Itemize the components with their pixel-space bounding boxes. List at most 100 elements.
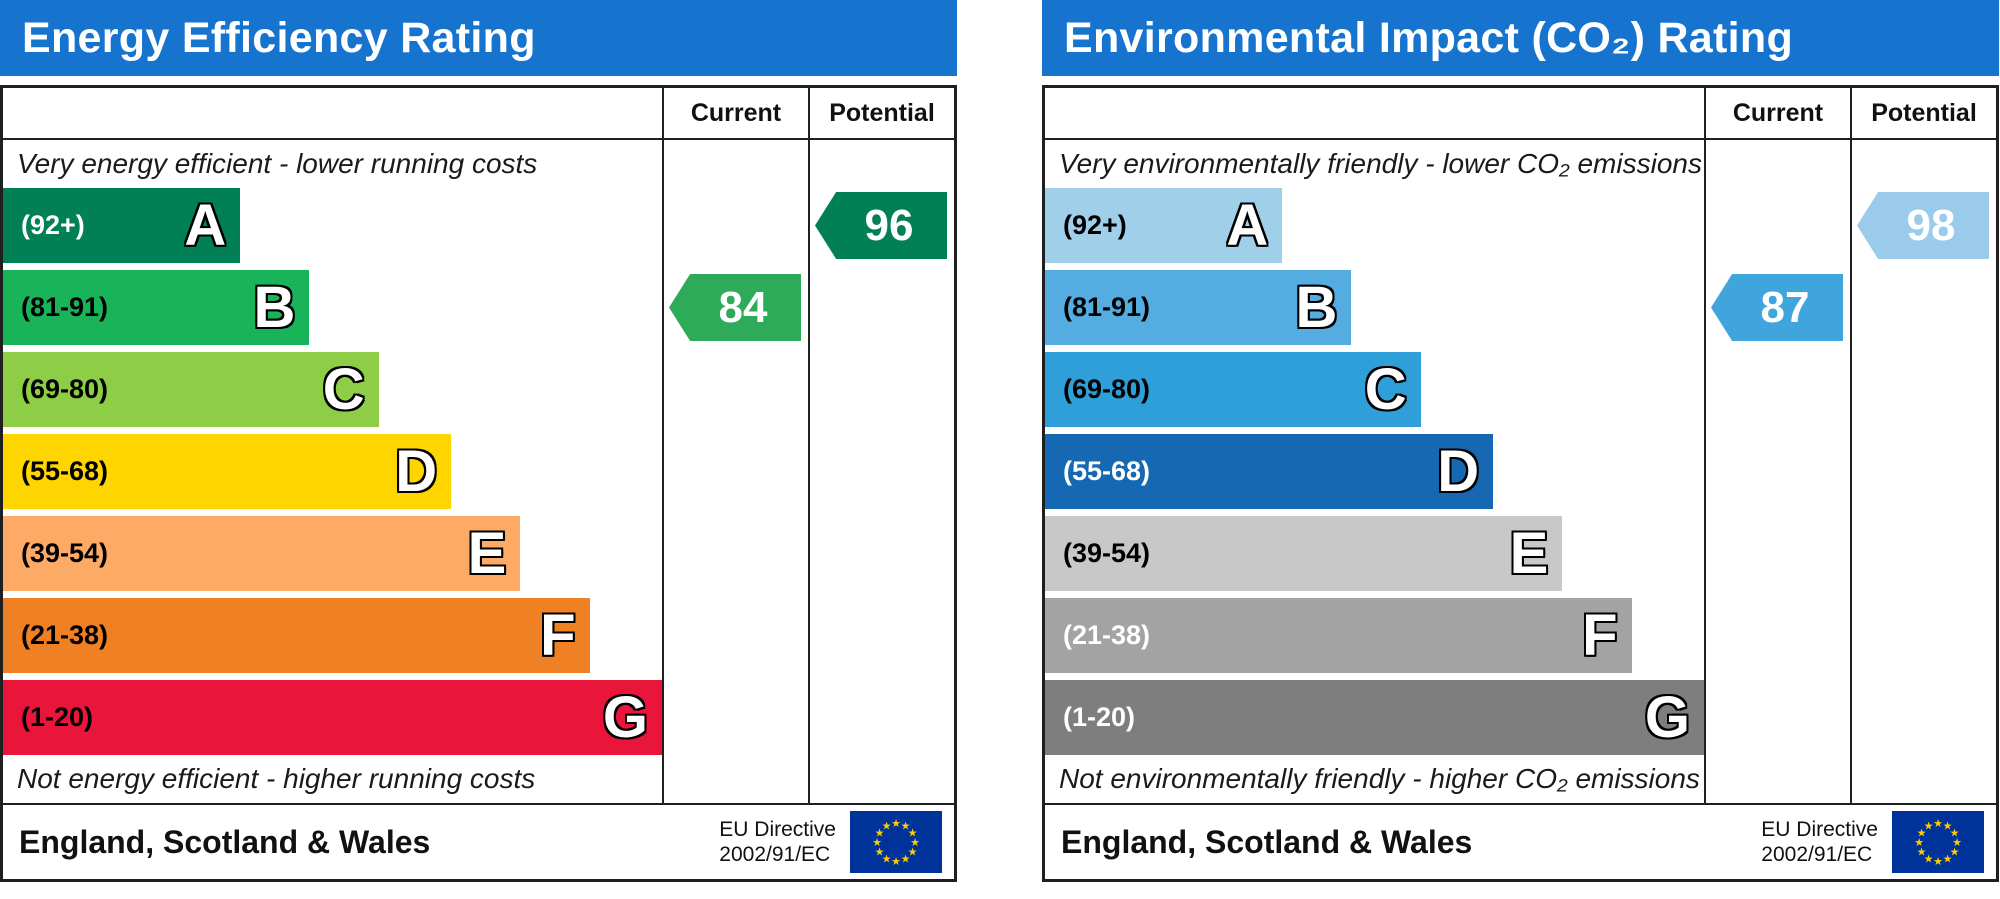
band-range-label: (21-38) <box>1063 620 1151 650</box>
table-footer: England, Scotland & Wales EU Directive 2… <box>3 803 954 879</box>
band-range-label: (1-20) <box>21 702 94 732</box>
potential-column: 98 <box>1850 140 1996 803</box>
svg-text:★: ★ <box>1943 853 1953 866</box>
eu-directive-label: EU Directive 2002/91/EC <box>1761 817 1878 866</box>
band-range-label: (81-91) <box>1063 292 1151 322</box>
potential-column-header: Potential <box>808 88 954 140</box>
band-letter: E <box>1509 520 1549 586</box>
svg-text:★: ★ <box>891 817 901 830</box>
band-letter: C <box>1364 356 1407 422</box>
eu-flag-icon: ★ ★★★★★★★★★★★ <box>1892 811 1984 873</box>
band-range-label: (81-91) <box>21 292 109 322</box>
region-label: England, Scotland & Wales <box>19 823 431 860</box>
environmental-impact-panel: Environmental Impact (CO₂) Rating Curren… <box>1042 0 1999 882</box>
band-e: (39-54) E <box>1045 516 1563 591</box>
band-letter: C <box>322 356 365 422</box>
energy-efficiency-table: Current Potential Very energy efficient … <box>0 85 957 882</box>
band-g: (1-20) G <box>1045 680 1704 755</box>
svg-text:★: ★ <box>891 855 901 868</box>
eu-directive-label: EU Directive 2002/91/EC <box>719 817 836 866</box>
svg-text:★: ★ <box>908 846 918 859</box>
band-letter: F <box>540 602 576 668</box>
svg-text:★: ★ <box>1933 817 1943 830</box>
band-letter: F <box>1582 602 1618 668</box>
svg-text:★: ★ <box>1924 820 1934 833</box>
band-a: (92+) A <box>3 188 241 263</box>
band-f: (21-38) F <box>1045 598 1632 673</box>
energy-efficiency-header: Energy Efficiency Rating <box>0 0 957 76</box>
current-rating-value: 87 <box>1760 282 1810 332</box>
band-range-label: (69-80) <box>21 374 109 404</box>
svg-text:★: ★ <box>901 853 911 866</box>
potential-column: 96 <box>808 140 954 803</box>
svg-text:★: ★ <box>1924 853 1934 866</box>
band-range-label: (39-54) <box>21 538 109 568</box>
svg-text:★: ★ <box>882 853 892 866</box>
band-c: (69-80) C <box>1045 352 1421 427</box>
current-column: 84 <box>662 140 808 803</box>
bands: (92+) A (81-91) B (69-80) C (55-68) D (39-54) E (2… <box>1045 188 1704 755</box>
band-b: (81-91) B <box>3 270 310 345</box>
table-corner-cell <box>3 88 662 140</box>
rating-scale-area: Very environmentally friendly - lower CO… <box>1045 140 1704 803</box>
rating-scale-area: Very energy efficient - lower running co… <box>3 140 662 803</box>
environmental-impact-title: Environmental Impact (CO₂) Rating <box>1064 13 1794 62</box>
svg-text:★: ★ <box>910 836 920 849</box>
band-range-label: (92+) <box>1063 210 1127 240</box>
svg-text:★: ★ <box>1943 820 1953 833</box>
eu-flag-icon: ★ ★★★★★★★★★★★ <box>850 811 942 873</box>
current-rating-value: 84 <box>718 282 768 332</box>
potential-rating-arrow: 96 <box>815 192 947 259</box>
potential-rating-value: 98 <box>1906 200 1956 250</box>
svg-text:★: ★ <box>875 827 885 840</box>
svg-text:★: ★ <box>1917 827 1927 840</box>
region-label: England, Scotland & Wales <box>1061 823 1473 860</box>
table-corner-cell <box>1045 88 1704 140</box>
band-g: (1-20) G <box>3 680 662 755</box>
energy-efficiency-panel: Energy Efficiency Rating Current Potenti… <box>0 0 957 882</box>
bottom-note: Not environmentally friendly - higher CO… <box>1059 763 1700 794</box>
band-range-label: (39-54) <box>1063 538 1151 568</box>
bands: (92+) A (81-91) B (69-80) C (55-68) D (39-54) E (2… <box>3 188 662 755</box>
svg-text:★: ★ <box>1914 836 1924 849</box>
svg-text:★: ★ <box>1933 855 1943 868</box>
svg-text:★: ★ <box>872 836 882 849</box>
svg-text:★: ★ <box>1952 836 1962 849</box>
band-range-label: (21-38) <box>21 620 109 650</box>
bottom-note: Not energy efficient - higher running co… <box>17 763 536 794</box>
band-range-label: (69-80) <box>1063 374 1151 404</box>
band-d: (55-68) D <box>3 434 452 509</box>
band-a: (92+) A <box>1045 188 1283 263</box>
current-rating-arrow: 87 <box>1711 274 1843 341</box>
svg-text:★: ★ <box>908 827 918 840</box>
svg-text:★: ★ <box>1950 827 1960 840</box>
potential-rating-value: 96 <box>864 200 914 250</box>
svg-text:★: ★ <box>1917 846 1927 859</box>
svg-text:★: ★ <box>1950 846 1960 859</box>
environmental-impact-header: Environmental Impact (CO₂) Rating <box>1042 0 1999 76</box>
band-letter: B <box>253 274 296 340</box>
band-letter: G <box>602 684 648 750</box>
band-letter: D <box>395 438 438 504</box>
band-range-label: (55-68) <box>21 456 109 486</box>
table-footer: England, Scotland & Wales EU Directive 2… <box>1045 803 1996 879</box>
band-range-label: (92+) <box>21 210 85 240</box>
potential-column-header: Potential <box>1850 88 1996 140</box>
svg-text:★: ★ <box>875 846 885 859</box>
band-c: (69-80) C <box>3 352 379 427</box>
current-rating-arrow: 84 <box>669 274 801 341</box>
energy-efficiency-title: Energy Efficiency Rating <box>22 13 536 62</box>
band-f: (21-38) F <box>3 598 590 673</box>
top-note: Very energy efficient - lower running co… <box>17 148 538 179</box>
top-note: Very environmentally friendly - lower CO… <box>1059 148 1702 179</box>
band-d: (55-68) D <box>1045 434 1494 509</box>
environmental-impact-table: Current Potential Very environmentally f… <box>1042 85 1999 882</box>
band-b: (81-91) B <box>1045 270 1352 345</box>
potential-rating-arrow: 98 <box>1857 192 1989 259</box>
current-column-header: Current <box>1704 88 1850 140</box>
current-column: 87 <box>1704 140 1850 803</box>
current-column-header: Current <box>662 88 808 140</box>
svg-text:★: ★ <box>901 820 911 833</box>
band-range-label: (1-20) <box>1063 702 1136 732</box>
